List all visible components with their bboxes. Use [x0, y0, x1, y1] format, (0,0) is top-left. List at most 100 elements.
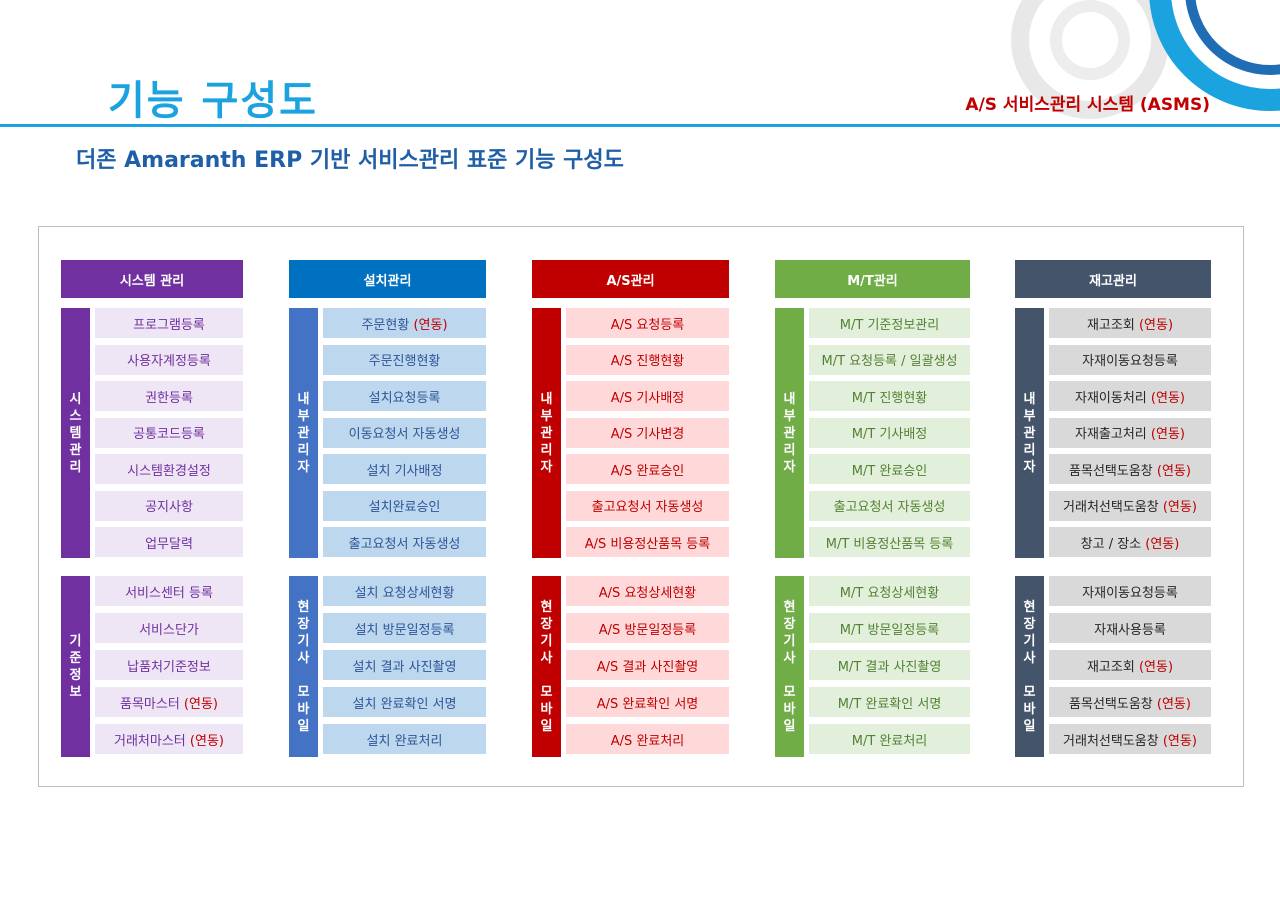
function-item: A/S 결과 사진촬영: [566, 650, 729, 680]
group-side-label: 기 준 정 보: [61, 576, 90, 757]
function-item-label: 주문진행현황: [368, 354, 441, 369]
function-item-label: A/S 완료확인 서명: [596, 696, 699, 712]
integration-note: (연동): [1162, 500, 1197, 515]
function-item: 설치 결과 사진촬영: [323, 650, 486, 680]
group-items: 주문현황 (연동) 주문진행현황 설치요청등록 이동요청서 자동생성 설치 기사배정 설치…: [323, 308, 486, 558]
group-items: 자재이동요청등록 자재사용등록 재고조회 (연동) 품목선택도움창 (연동) 거래처선택…: [1049, 576, 1211, 757]
function-item: A/S 요청상세현황: [566, 576, 729, 606]
function-item-label: A/S 결과 사진촬영: [596, 659, 699, 675]
function-item: M/T 기준정보관리: [809, 308, 970, 338]
function-item-label: 서비스단가: [139, 622, 199, 638]
function-item: 품목선택도움창 (연동): [1049, 687, 1211, 717]
group-items: 재고조회 (연동) 자재이동요청등록 자재이동처리 (연동) 자재출고처리 (연동) 품…: [1049, 308, 1211, 558]
function-item: 거래처마스터 (연동): [95, 724, 243, 754]
integration-note: (연동): [1145, 536, 1180, 552]
group-side-label: 내 부 관 리 자: [532, 308, 561, 558]
function-item: 업무달력: [95, 527, 243, 557]
column-stock: 재고관리 내 부 관 리 자 재고조회 (연동) 자재이동요청등록 자재이동처리 (연동…: [1015, 260, 1211, 760]
group-side-label: 내 부 관 리 자: [1015, 308, 1044, 558]
function-item: M/T 요청상세현황: [809, 576, 970, 606]
function-item-label: 설치 완료처리: [366, 733, 443, 749]
function-item-label: 설치 완료확인 서명: [352, 696, 457, 712]
function-item-label: M/T 요청상세현황: [839, 585, 940, 601]
function-item-label: 출고요청서 자동생성: [833, 500, 946, 515]
function-item: 자재이동처리 (연동): [1049, 381, 1211, 411]
function-item: 권한등록: [95, 381, 243, 411]
function-item: A/S 완료처리: [566, 724, 729, 754]
group-as-1: 현 장 기 사 모 바 일 A/S 요청상세현황 A/S 방문일정등록 A/S 결과 …: [532, 576, 729, 757]
decorative-circles: [980, 0, 1280, 130]
function-item-label: A/S 요청등록: [610, 317, 685, 333]
function-item: 재고조회 (연동): [1049, 650, 1211, 680]
function-item: M/T 요청등록 / 일괄생성: [809, 344, 970, 375]
function-item-label: 설치 요청상세현황: [354, 585, 455, 601]
column-header-system: 시스템 관리: [61, 260, 243, 298]
function-item: 공통코드등록: [95, 417, 243, 448]
function-item-label: 주문현황: [361, 317, 414, 333]
function-item: 출고요청서 자동생성: [809, 490, 970, 521]
function-item-label: 자재사용등록: [1094, 622, 1166, 638]
column-mt: M/T관리 내 부 관 리 자 M/T 기준정보관리 M/T 요청등록 / 일괄생성 M…: [775, 260, 970, 760]
function-item-label: M/T 기사배정: [851, 427, 928, 442]
function-item-label: 설치 방문일정등록: [354, 622, 455, 638]
function-item-label: M/T 비용정산품목 등록: [825, 536, 954, 552]
function-diagram-panel: 시스템 관리 시 스 템 관 리 프로그램등록 사용자계정등록 권한등록 공통코드등록 시스…: [38, 226, 1244, 787]
group-side-label: 현 장 기 사 모 바 일: [1015, 576, 1044, 757]
column-header-mt: M/T관리: [775, 260, 970, 298]
header-divider: [0, 124, 1280, 127]
function-item: 주문현황 (연동): [323, 308, 486, 338]
page-title: 기능 구성도: [108, 78, 318, 124]
function-item: 설치완료승인: [323, 490, 486, 521]
function-item-label: M/T 결과 사진촬영: [837, 659, 942, 675]
function-item: 출고요청서 자동생성: [323, 527, 486, 557]
integration-note: (연동): [413, 317, 448, 333]
group-system-0: 시 스 템 관 리 프로그램등록 사용자계정등록 권한등록 공통코드등록 시스템환경설정 공…: [61, 308, 243, 558]
page-subtitle: 더존 Amaranth ERP 기반 서비스관리 표준 기능 구성도: [76, 148, 624, 173]
function-item: 거래처선택도움창 (연동): [1049, 490, 1211, 521]
group-mt-1: 현 장 기 사 모 바 일 M/T 요청상세현황 M/T 방문일정등록 M/T 결과 …: [775, 576, 970, 757]
group-items: A/S 요청등록 A/S 진행현황 A/S 기사배정 A/S 기사변경 A/S 완료승인…: [566, 308, 729, 558]
function-item-label: A/S 완료처리: [610, 733, 685, 749]
group-items: M/T 기준정보관리 M/T 요청등록 / 일괄생성 M/T 진행현황 M/T 기사배…: [809, 308, 970, 558]
group-side-label: 내 부 관 리 자: [289, 308, 318, 558]
function-item: 설치 방문일정등록: [323, 613, 486, 643]
function-item: 재고조회 (연동): [1049, 308, 1211, 338]
integration-note: (연동): [1150, 390, 1185, 406]
group-side-label: 현 장 기 사 모 바 일: [532, 576, 561, 757]
function-item-label: A/S 방문일정등록: [598, 622, 697, 638]
function-item: A/S 방문일정등록: [566, 613, 729, 643]
function-item: M/T 완료확인 서명: [809, 687, 970, 717]
column-header-as: A/S관리: [532, 260, 729, 298]
group-system-1: 기 준 정 보 서비스센터 등록 서비스단가 납품처기준정보 품목마스터 (연동) 거래처…: [61, 576, 243, 757]
function-item: 주문진행현황: [323, 344, 486, 375]
function-item: 납품처기준정보: [95, 650, 243, 680]
function-item-label: 프로그램등록: [133, 317, 205, 333]
function-item: M/T 기사배정: [809, 417, 970, 448]
function-item: A/S 완료승인: [566, 454, 729, 484]
integration-note: (연동): [1156, 696, 1191, 712]
function-item: M/T 비용정산품목 등록: [809, 527, 970, 557]
function-item-label: 설치 결과 사진촬영: [352, 659, 457, 675]
function-item: M/T 방문일정등록: [809, 613, 970, 643]
function-item-label: 거래처선택도움창: [1063, 500, 1163, 515]
integration-note: (연동): [1138, 317, 1174, 333]
function-item-label: 거래처마스터: [114, 733, 190, 749]
function-item-label: M/T 완료확인 서명: [837, 696, 942, 712]
group-items: M/T 요청상세현황 M/T 방문일정등록 M/T 결과 사진촬영 M/T 완료확인 …: [809, 576, 970, 757]
function-item-label: 사용자계정등록: [127, 354, 211, 369]
function-item: 설치 요청상세현황: [323, 576, 486, 606]
function-item-label: 업무달력: [145, 536, 193, 552]
function-item-label: M/T 기준정보관리: [839, 317, 940, 333]
integration-note: (연동): [1162, 733, 1197, 749]
function-item-label: 거래처선택도움창: [1063, 733, 1163, 749]
column-as: A/S관리 내 부 관 리 자 A/S 요청등록 A/S 진행현황 A/S 기사배정 A/…: [532, 260, 729, 760]
function-item-label: A/S 요청상세현황: [598, 585, 697, 601]
function-item: 설치 완료처리: [323, 724, 486, 754]
function-item: A/S 진행현황: [566, 344, 729, 375]
integration-note: (연동): [183, 696, 218, 712]
group-side-label: 현 장 기 사 모 바 일: [289, 576, 318, 757]
integration-note: (연동): [1138, 659, 1174, 675]
function-item-label: A/S 완료승인: [610, 463, 685, 479]
function-item: 사용자계정등록: [95, 344, 243, 375]
